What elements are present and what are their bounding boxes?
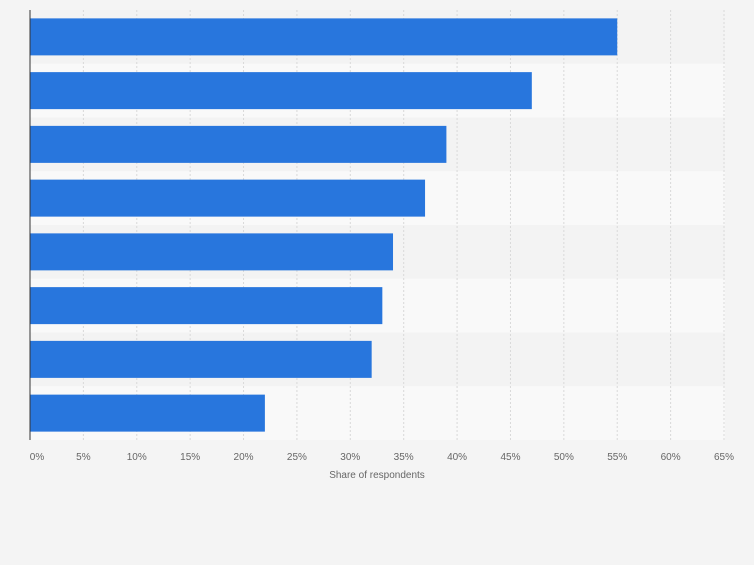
x-tick-label: 45% (500, 452, 520, 463)
bar[interactable] (30, 72, 532, 110)
x-axis-label: Share of respondents (329, 470, 425, 481)
bar[interactable] (30, 287, 383, 325)
bar[interactable] (30, 394, 265, 432)
x-tick-label: 40% (447, 452, 467, 463)
x-tick-label: 10% (127, 452, 147, 463)
x-tick-label: 30% (340, 452, 360, 463)
x-tick-label: 60% (661, 452, 681, 463)
x-tick-label: 35% (394, 452, 414, 463)
bar[interactable] (30, 340, 372, 378)
bars (30, 18, 618, 432)
x-tick-label: 15% (180, 452, 200, 463)
x-tick-label: 25% (287, 452, 307, 463)
x-tick-label: 20% (234, 452, 254, 463)
x-tick-label: 55% (607, 452, 627, 463)
bar[interactable] (30, 233, 394, 271)
x-tick-labels: 0% 5% 10% 15% 20% 25% 30% 35% 40% 45% 50% 55% 60% 65% (30, 452, 734, 463)
bar[interactable] (30, 18, 618, 56)
x-tick-label: 65% (714, 452, 734, 463)
bar[interactable] (30, 125, 447, 163)
x-tick-label: 5% (76, 452, 91, 463)
x-tick-label: 50% (554, 452, 574, 463)
x-tick-label: 0% (30, 452, 45, 463)
bar[interactable] (30, 179, 426, 217)
